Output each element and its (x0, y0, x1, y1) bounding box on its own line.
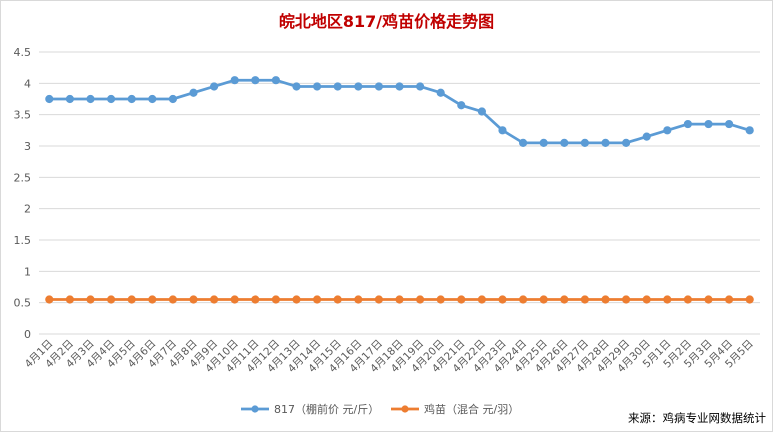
legend-label-1: 鸡苗（混合 元/羽） (424, 402, 519, 416)
data-point-series-1 (395, 295, 404, 304)
data-point-series-0 (663, 126, 672, 135)
data-point-series-0 (168, 94, 177, 104)
data-point-series-0 (65, 94, 75, 104)
data-point-series-1 (560, 295, 569, 304)
data-point-series-0 (45, 94, 54, 104)
data-point-series-1 (539, 295, 548, 304)
data-point-series-0 (745, 126, 754, 135)
y-tick-label: 4.5 (14, 46, 32, 59)
data-point-series-1 (210, 295, 219, 304)
data-point-series-1 (745, 295, 754, 304)
data-point-series-0 (580, 138, 590, 147)
data-point-series-1 (168, 295, 177, 304)
data-point-series-0 (457, 101, 466, 110)
data-point-series-0 (86, 94, 95, 104)
data-point-series-1 (436, 295, 445, 304)
data-point-series-0 (271, 76, 280, 85)
data-point-series-0 (127, 94, 136, 104)
y-tick-label: 3 (24, 140, 31, 153)
data-point-series-1 (663, 295, 672, 304)
data-point-series-0 (683, 119, 693, 129)
data-point-series-1 (704, 295, 713, 304)
data-point-series-0 (313, 82, 322, 91)
data-point-series-1 (477, 295, 486, 304)
data-point-series-0 (374, 82, 383, 91)
data-point-series-1 (333, 295, 342, 304)
data-point-series-0 (395, 82, 404, 91)
data-point-series-1 (457, 295, 466, 304)
data-point-series-0 (704, 119, 713, 129)
data-point-series-1 (189, 295, 198, 304)
chart-title: 皖北地区817/鸡苗价格走势图 (279, 12, 494, 31)
y-tick-label: 2 (24, 203, 31, 216)
data-point-series-1 (601, 295, 610, 304)
data-point-series-1 (683, 295, 693, 304)
data-point-series-0 (333, 82, 342, 91)
data-point-series-0 (539, 138, 548, 147)
data-point-series-1 (580, 295, 590, 304)
data-point-series-0 (354, 82, 363, 91)
y-tick-label: 4 (24, 77, 31, 90)
data-point-series-0 (622, 138, 631, 147)
data-point-series-0 (642, 132, 651, 141)
data-point-series-1 (107, 295, 116, 304)
data-point-series-1 (292, 295, 301, 304)
y-tick-label: 3.5 (14, 109, 32, 122)
data-point-series-1 (354, 295, 363, 304)
data-point-series-0 (107, 94, 116, 104)
y-tick-label: 0.5 (14, 297, 32, 310)
y-tick-label: 0 (24, 328, 31, 341)
legend-label-0: 817（棚前价 元/斤） (274, 402, 379, 416)
data-point-series-1 (127, 295, 136, 304)
data-point-series-0 (560, 138, 569, 147)
data-point-series-1 (313, 295, 322, 304)
data-point-series-0 (725, 119, 734, 129)
data-point-series-0 (416, 82, 425, 91)
legend-marker-0 (251, 405, 259, 413)
data-point-series-0 (519, 138, 528, 147)
data-point-series-1 (45, 295, 54, 304)
y-tick-label: 1.5 (14, 234, 32, 247)
source-note: 来源：鸡病专业网数据统计 (628, 411, 766, 425)
data-point-series-1 (642, 295, 651, 304)
data-point-series-1 (251, 295, 260, 304)
data-point-series-1 (622, 295, 631, 304)
data-point-series-1 (416, 295, 425, 304)
data-point-series-0 (498, 126, 507, 135)
data-point-series-1 (519, 295, 528, 304)
legend-marker-1 (401, 405, 409, 413)
data-point-series-0 (148, 94, 157, 104)
data-point-series-0 (292, 82, 301, 91)
data-point-series-1 (148, 295, 157, 304)
y-tick-label: 1 (24, 265, 31, 278)
data-point-series-0 (251, 76, 260, 85)
data-point-series-1 (86, 295, 95, 304)
data-point-series-1 (271, 295, 280, 304)
data-point-series-0 (477, 107, 486, 116)
data-point-series-1 (725, 295, 734, 304)
data-point-series-0 (230, 76, 239, 85)
data-point-series-1 (498, 295, 507, 304)
data-point-series-1 (374, 295, 383, 304)
data-point-series-0 (601, 138, 610, 147)
data-point-series-0 (436, 88, 445, 97)
data-point-series-0 (189, 88, 198, 97)
data-point-series-1 (65, 295, 75, 304)
data-point-series-0 (210, 82, 219, 91)
y-tick-label: 2.5 (14, 171, 32, 184)
data-point-series-1 (230, 295, 239, 304)
